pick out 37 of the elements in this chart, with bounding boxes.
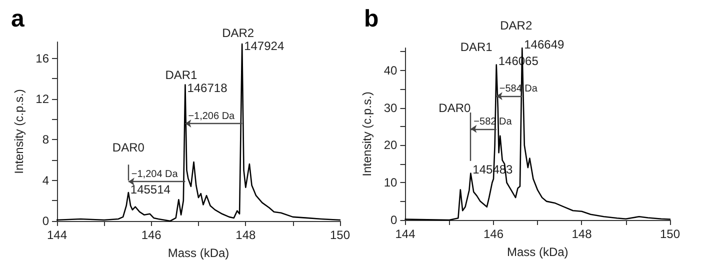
annotation: 146649 [524,37,565,52]
y-tick-label: 40 [384,63,398,78]
x-tick-label: 144 [395,227,416,241]
annotation: −1,204 Da [131,169,178,180]
y-tick-label: 16 [36,51,50,66]
annotation: DAR0 [438,100,472,115]
annotation: DAR1 [460,40,493,54]
annotation: 145514 [130,182,171,196]
annotation: −1,206 Da [188,110,236,122]
chart-title: a [11,6,25,32]
x-tick-label: 148 [572,227,592,241]
text: DAR2 [500,18,532,32]
text: DAR2 [222,26,254,40]
y-tick-label: 30 [384,100,398,115]
y-tick-label: 10 [384,176,398,190]
x-tick-label: 144 [46,228,68,242]
x-tick-label: 150 [330,228,350,242]
chart-title: b [364,6,379,32]
x-tick-label: 146 [483,227,504,241]
annotation: −584 Da [499,84,538,95]
x-tick-label: 146 [141,228,162,242]
x-axis-title: Mass (kDa) [168,246,230,260]
y-tick-label: 12 [36,92,50,106]
annotation: DAR1 [165,68,198,82]
y-tick-label: 0 [42,214,50,228]
annotation: 147924 [244,39,284,54]
y-tick-label: 0 [390,213,398,227]
annotation: DAR0 [112,140,145,155]
y-tick-label: 8 [42,132,50,147]
y-axis-title: Intensity (c.p.s.) [360,92,374,176]
x-tick-label: 150 [660,227,680,241]
x-axis-title: Mass (kDa) [506,245,568,259]
annotation: 146718 [187,80,228,95]
y-axis-title: Intensity (c.p.s.) [12,89,26,174]
x-tick-label: 148 [236,228,256,242]
y-tick-label: 20 [384,138,398,152]
y-tick-label: 4 [42,173,50,188]
